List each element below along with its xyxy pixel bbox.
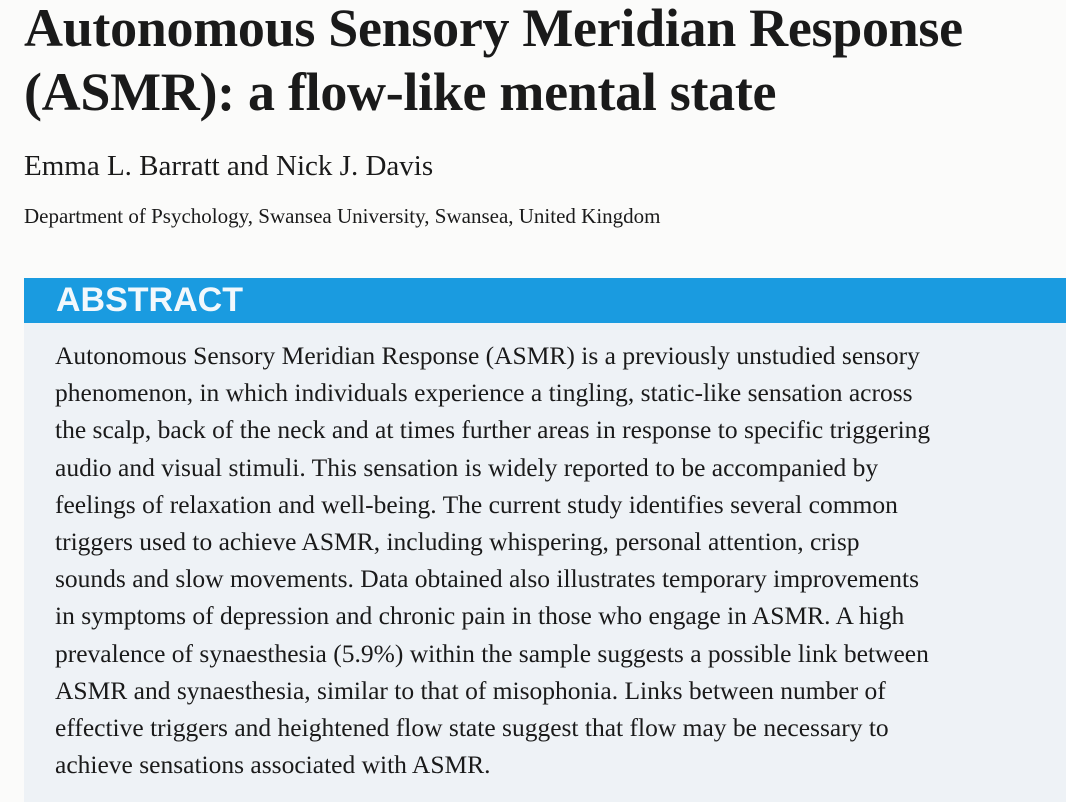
abstract-line: Autonomous Sensory Meridian Response (AS… [55,341,920,370]
abstract-line: the scalp, back of the neck and at times… [55,415,931,445]
abstract-header-bar: ABSTRACT [24,278,1066,323]
authors: Emma L. Barratt and Nick J. Davis [24,150,434,182]
abstract-line: ASMR and synaesthesia, similar to that o… [55,675,886,705]
abstract-line: in symptoms of depression and chronic pa… [55,601,905,631]
affiliation: Department of Psychology, Swansea Univer… [24,204,661,228]
abstract-line: audio and visual stimuli. This sensation… [55,452,879,482]
abstract-line: sounds and slow movements. Data obtained… [55,564,919,594]
abstract-heading: ABSTRACT [56,281,243,319]
abstract-line: feelings of relaxation and well-being. T… [55,489,898,519]
paper-title: Autonomous Sensory Meridian Response (AS… [24,0,963,122]
abstract-line: achieve sensations associated with ASMR. [55,750,491,780]
abstract-line: phenomenon, in which individuals experie… [55,378,913,408]
abstract-line: prevalence of synaesthesia (5.9%) within… [55,638,929,668]
abstract-line: triggers used to achieve ASMR, including… [55,527,860,557]
abstract-box: Autonomous Sensory Meridian Response (AS… [24,323,1066,802]
abstract-line: effective triggers and heightened flow s… [55,713,889,743]
abstract-text: Autonomous Sensory Meridian Response (AS… [55,337,1055,783]
